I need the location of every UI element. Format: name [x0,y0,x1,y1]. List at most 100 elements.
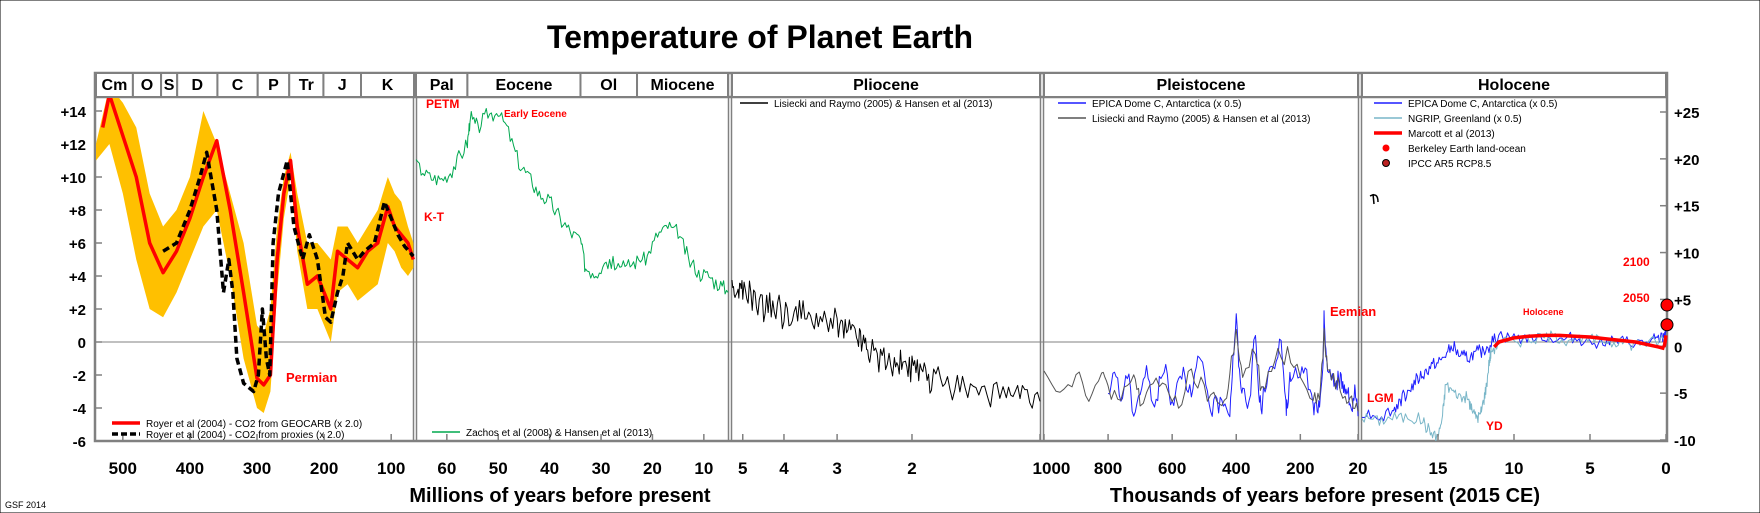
panel-p4-plot [1043,310,1359,418]
left-axis-tick-label: +4 [69,269,87,286]
period-label-J: J [338,77,347,94]
period-label-D: D [192,77,204,94]
x-tick-label: 300 [243,459,271,478]
projection-point-2100 [1660,298,1674,312]
series-line-p3-0 [731,279,1041,409]
series-line-p4-0 [1107,310,1359,418]
legend-entry-label: Zachos et al (2008) & Hansen et al (2013… [466,428,652,439]
x-tick-label: 200 [310,459,338,478]
period-cell-D [176,72,219,98]
left-axis-tick-label: -4 [73,401,87,418]
period-cell-J [322,72,363,98]
legend-entry-label: Lisiecki and Raymo (2005) & Hansen et al… [1092,114,1310,125]
legend-entry-label: Royer et al (2004) - CO2 from proxies (x… [146,430,344,441]
panel-p3-plot [731,279,1041,409]
x-tick-label: 10 [1505,459,1524,478]
panel-p5-plot [1361,327,1668,441]
x-tick-label: 5 [738,459,747,478]
legend-entry-label: IPCC AR5 RCP8.5 [1408,159,1492,170]
left-axis-tick-label: 0 [78,335,86,352]
x-tick-label: 2 [907,459,916,478]
panel-p2-plot [415,108,729,295]
x-tick-label: 60 [437,459,456,478]
annotation-2050: 2050 [1623,291,1650,305]
x-tick-label: 20 [1349,459,1368,478]
legend-entry-label: EPICA Dome C, Antarctica (x 0.5) [1092,99,1242,110]
x-tick-label: 3 [832,459,841,478]
period-cell-Pleistocene [1043,72,1359,98]
x-axis-label-left: Millions of years before present [409,485,711,507]
plot-area: +14+12+10+8+6+4+20-2-4-6+25+20+15+10+50-… [61,71,1699,478]
left-axis-tick-label: -2 [73,368,86,385]
annotation-yd: YD [1486,419,1503,433]
legend-entry-label: Royer et al (2004) - CO2 from GEOCARB (x… [146,419,362,430]
x-tick-label: 000 [1042,459,1070,478]
left-axis-tick-label: +10 [61,170,86,187]
period-cell-Pliocene [731,72,1041,98]
x-tick-label: 400 [176,459,204,478]
period-label-P: P [268,77,279,94]
right-axis-tick-label: -10 [1674,433,1696,450]
left-axis-tick-label: +8 [69,203,86,220]
period-label-Pal: Pal [430,77,454,94]
x-tick-label: 0 [1661,459,1670,478]
period-label-Eocene: Eocene [495,77,552,94]
right-axis-tick-label: +15 [1674,199,1699,216]
legend-entry-label: Berkeley Earth land-ocean [1408,144,1526,155]
annotation-k-t: K-T [424,210,445,224]
annotation-lgm: LGM [1367,391,1394,405]
legend-entry-label: EPICA Dome C, Antarctica (x 0.5) [1408,99,1558,110]
legend-entry-label: Lisiecki and Raymo (2005) & Hansen et al… [774,99,992,110]
left-axis-tick-label: +14 [61,104,87,121]
projection-point-2050 [1660,318,1674,332]
right-axis-tick-label: +20 [1674,152,1699,169]
period-label-O: O [141,77,153,94]
period-cell-C [216,72,259,98]
x-tick-label: 800 [1094,459,1122,478]
period-cell-Holocene [1361,72,1667,98]
legend-entry-label: NGRIP, Greenland (x 0.5) [1408,114,1522,125]
period-label-Ol: Ol [600,77,617,94]
series-line-p4-1 [1043,328,1359,412]
left-axis-tick-label: +6 [69,236,86,253]
x-tick-label: 600 [1158,459,1186,478]
period-label-Holocene: Holocene [1478,77,1550,94]
annotation-petm: PETM [426,97,459,111]
x-tick-label: 30 [592,459,611,478]
series-line-p5-2 [1492,333,1665,351]
x-tick-label: 50 [489,459,508,478]
series-line-p1-0 [100,97,415,387]
left-axis-tick-label: +12 [61,137,86,154]
series-line-p5-3 [1662,335,1668,348]
right-axis-tick-label: -5 [1674,386,1687,403]
x-tick-label: 1 [1033,459,1042,478]
annotation-2100: 2100 [1623,255,1650,269]
annotation-early-eocene: Early Eocene [504,109,567,120]
period-label-Cm: Cm [102,77,128,94]
right-axis-tick-label: +5 [1674,292,1691,309]
x-tick-label: 20 [643,459,662,478]
left-axis-tick-label: +2 [69,302,86,319]
period-cell-Cm [95,72,134,98]
right-axis-tick-label: +25 [1674,105,1699,122]
annotation-permian: Permian [286,370,337,385]
x-tick-label: 4 [779,459,789,478]
period-label-S: S [164,77,175,94]
period-label-Pleistocene: Pleistocene [1157,77,1246,94]
right-axis-tick-label: +10 [1674,246,1699,263]
x-tick-label: 10 [694,459,713,478]
x-tick-label: 15 [1429,459,1448,478]
legend-entry-label: Marcott et al (2013) [1408,129,1495,140]
x-tick-label: 5 [1585,459,1594,478]
legend-marker-ipcc [1382,159,1390,167]
period-label-C: C [232,77,244,94]
credit-label: GSF 2014 [5,500,46,510]
period-label-K: K [382,77,394,94]
panel-p1-plot [96,97,415,413]
x-tick-label: 200 [1286,459,1314,478]
x-tick-label: 100 [377,459,405,478]
x-tick-label: 400 [1222,459,1250,478]
series-line-p5-0 [1361,327,1667,422]
annotation-holocene: Holocene [1523,307,1564,317]
